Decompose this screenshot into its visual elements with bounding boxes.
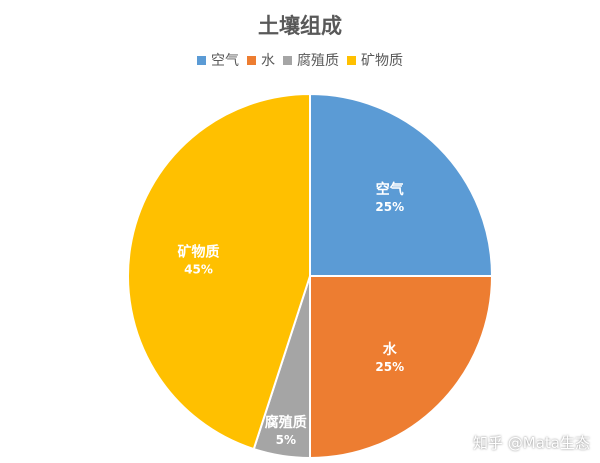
legend-swatch-air xyxy=(197,55,206,65)
legend-label-air: 空气 xyxy=(211,53,239,69)
legend-item-air: 空气 xyxy=(197,50,239,70)
pie-labels: 空气 25% 水 25% 腐殖质 5% 矿物质 45% xyxy=(178,181,405,447)
watermark: 知乎 @Mata生态 xyxy=(473,434,590,452)
legend-item-humus: 腐殖质 xyxy=(283,50,339,70)
legend-label-water: 水 xyxy=(261,53,275,69)
legend-item-water: 水 xyxy=(247,50,275,70)
slice-value-humus: 5% xyxy=(276,433,296,447)
legend-swatch-water xyxy=(247,55,256,65)
slice-value-water: 25% xyxy=(375,360,404,374)
slice-value-air: 25% xyxy=(375,200,404,214)
chart-legend: 空气 水 腐殖质 矿物质 xyxy=(0,50,600,70)
slice-label-water: 水 xyxy=(383,341,398,358)
legend-label-mineral: 矿物质 xyxy=(361,53,403,69)
pie-slice-mineral xyxy=(127,92,311,451)
legend-label-humus: 腐殖质 xyxy=(297,53,339,69)
legend-swatch-humus xyxy=(283,55,292,65)
pie-slices xyxy=(127,92,494,460)
slice-label-humus: 腐殖质 xyxy=(265,414,307,431)
pie-slice-water xyxy=(309,275,494,460)
slice-label-mineral: 矿物质 xyxy=(178,243,220,260)
chart-title: 土壤组成 xyxy=(258,14,342,38)
slice-value-mineral: 45% xyxy=(184,262,213,276)
legend-swatch-mineral xyxy=(347,55,356,65)
slice-label-air: 空气 xyxy=(376,181,404,198)
pie-slice-air xyxy=(309,92,494,277)
legend-item-mineral: 矿物质 xyxy=(347,50,403,70)
